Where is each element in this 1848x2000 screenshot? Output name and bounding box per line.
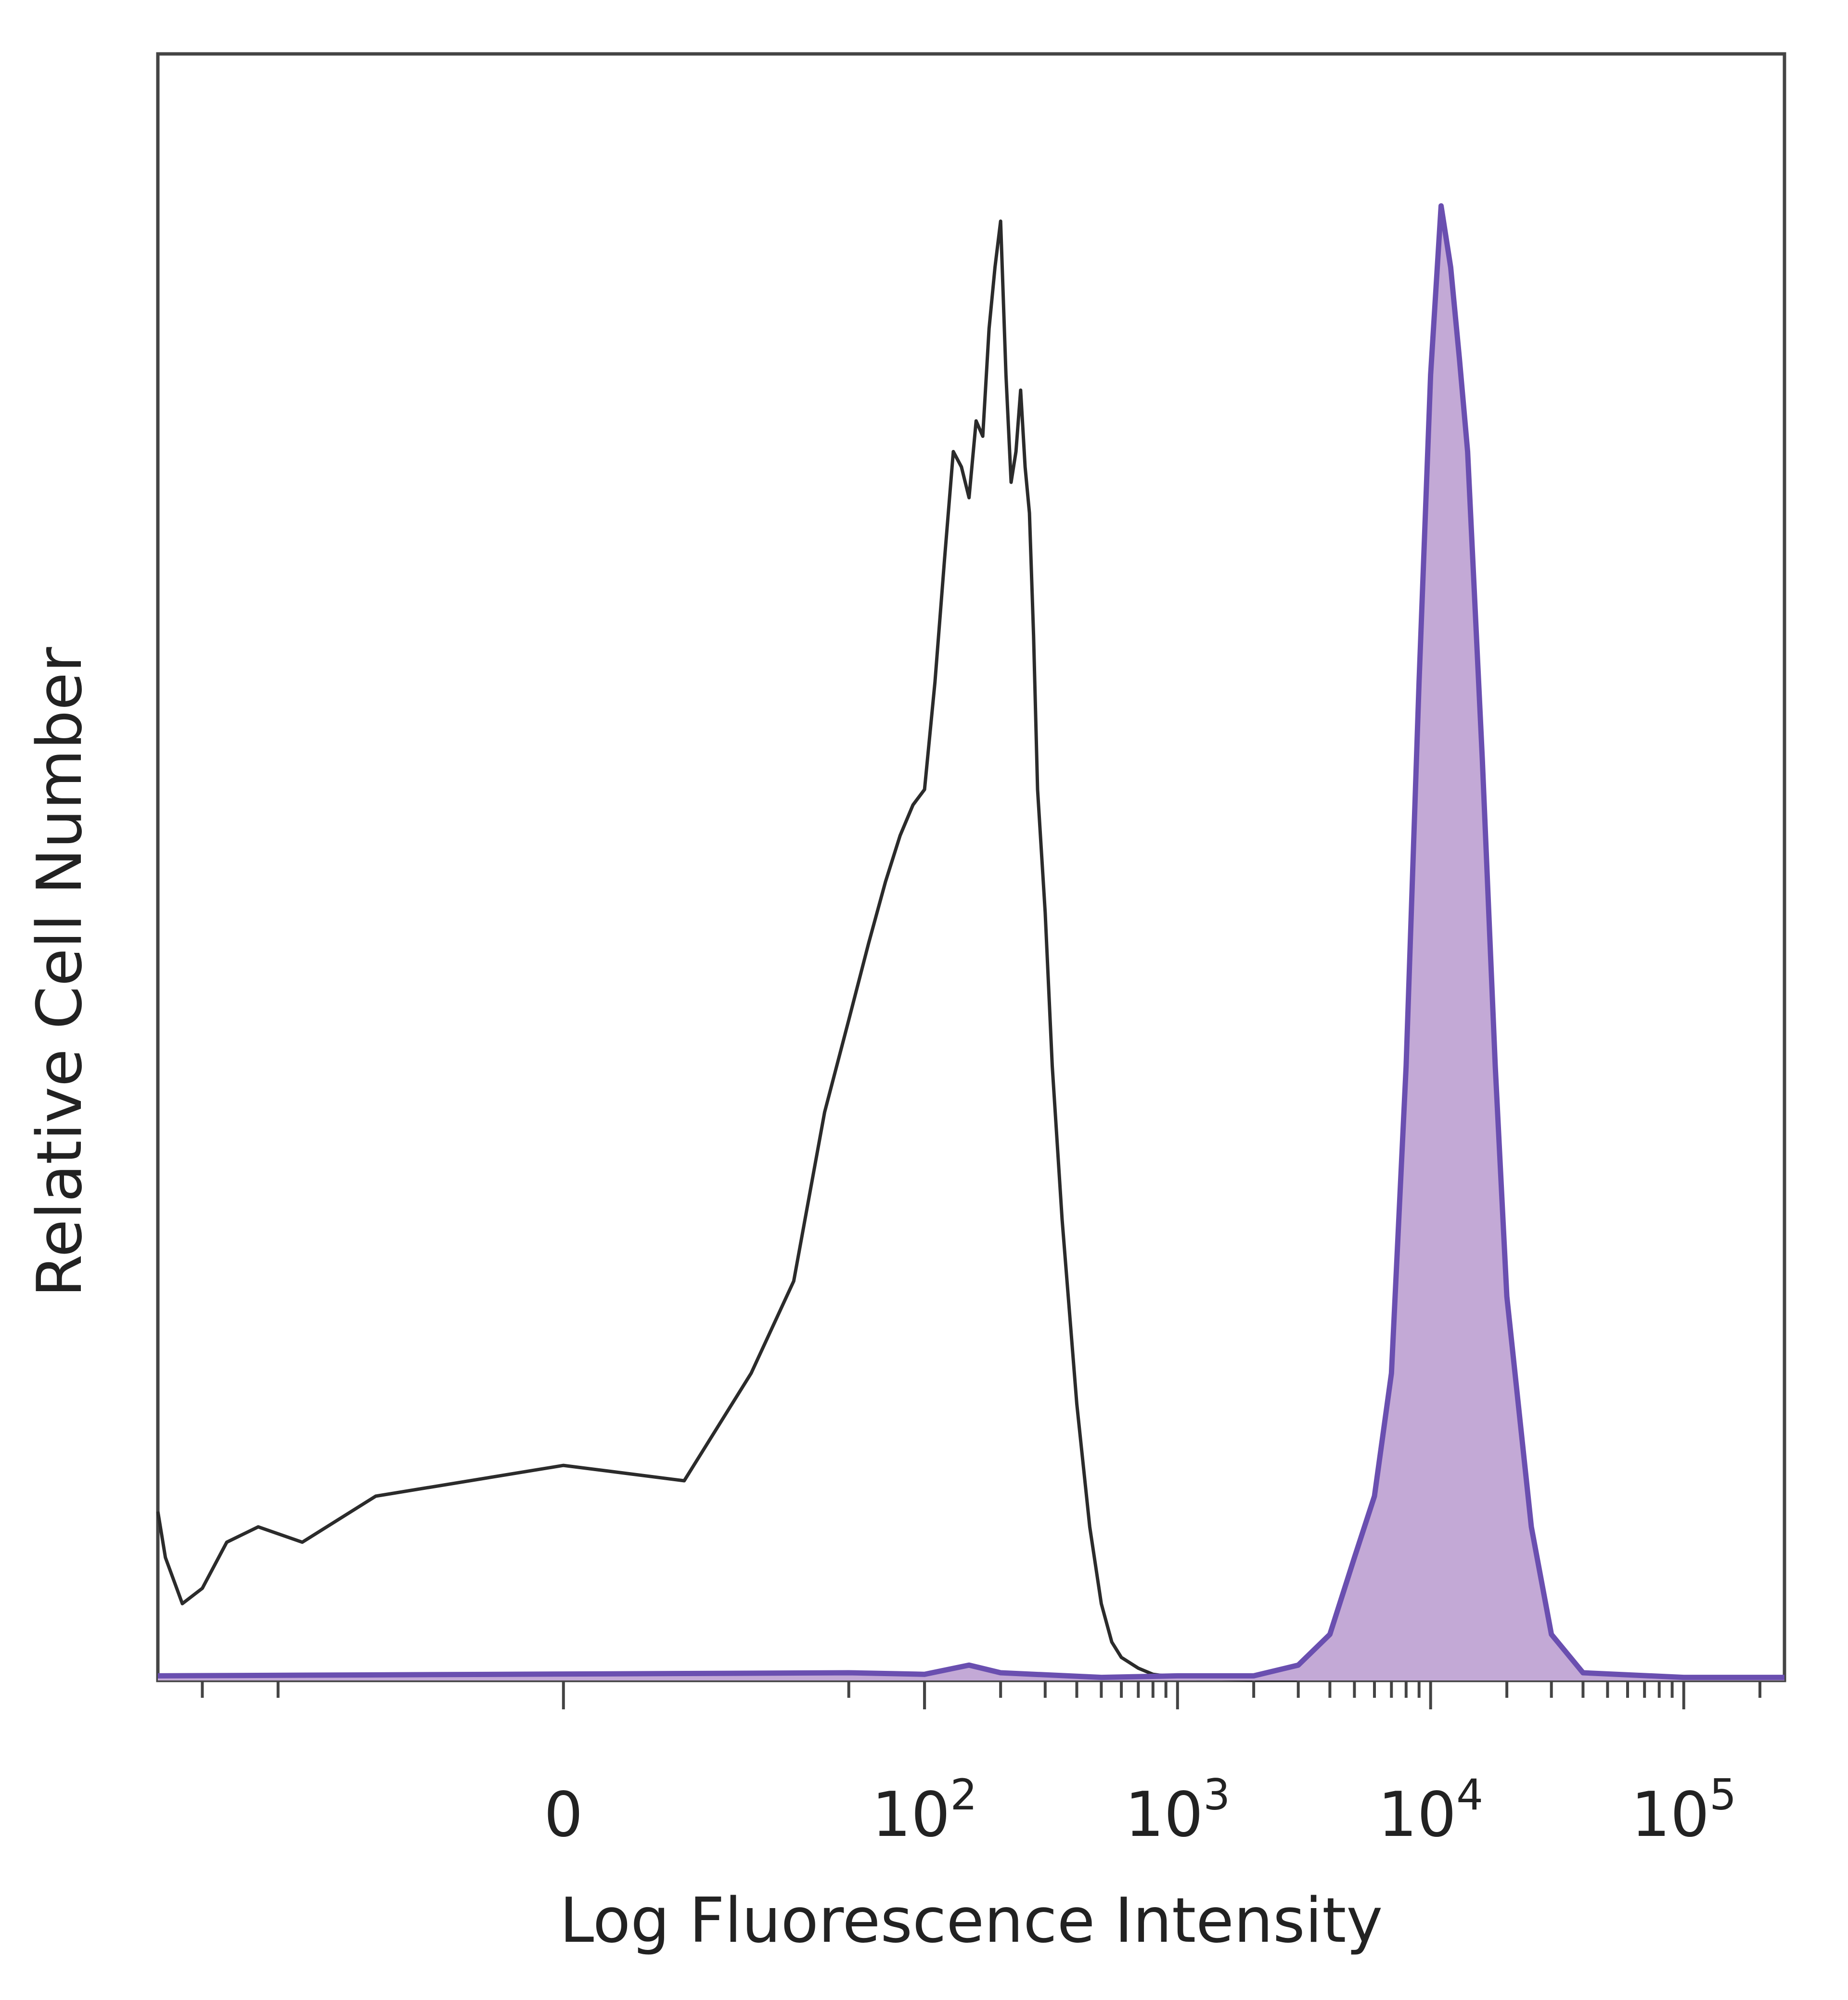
- filled-histogram-area: [158, 205, 1784, 1681]
- x-tick-label: 105: [1631, 1770, 1736, 1851]
- plot-frame: [156, 52, 1786, 1682]
- x-tick-label: 103: [1125, 1770, 1230, 1851]
- outline-histogram-line: [156, 219, 1298, 1682]
- series-layer: [156, 203, 1784, 1682]
- x-tick-label: 104: [1378, 1770, 1483, 1851]
- x-axis-ticks: [201, 1680, 1761, 1709]
- x-tick-label: 102: [872, 1770, 977, 1851]
- filled-histogram-outline: [157, 203, 1784, 1680]
- x-axis-label: Log Fluorescence Intensity: [560, 1885, 1383, 1957]
- x-axis-tick-labels: 0 102 103 104 105: [544, 1770, 1736, 1851]
- y-axis-label: Relative Cell Number: [24, 647, 96, 1297]
- x-tick-label: 0: [544, 1779, 583, 1851]
